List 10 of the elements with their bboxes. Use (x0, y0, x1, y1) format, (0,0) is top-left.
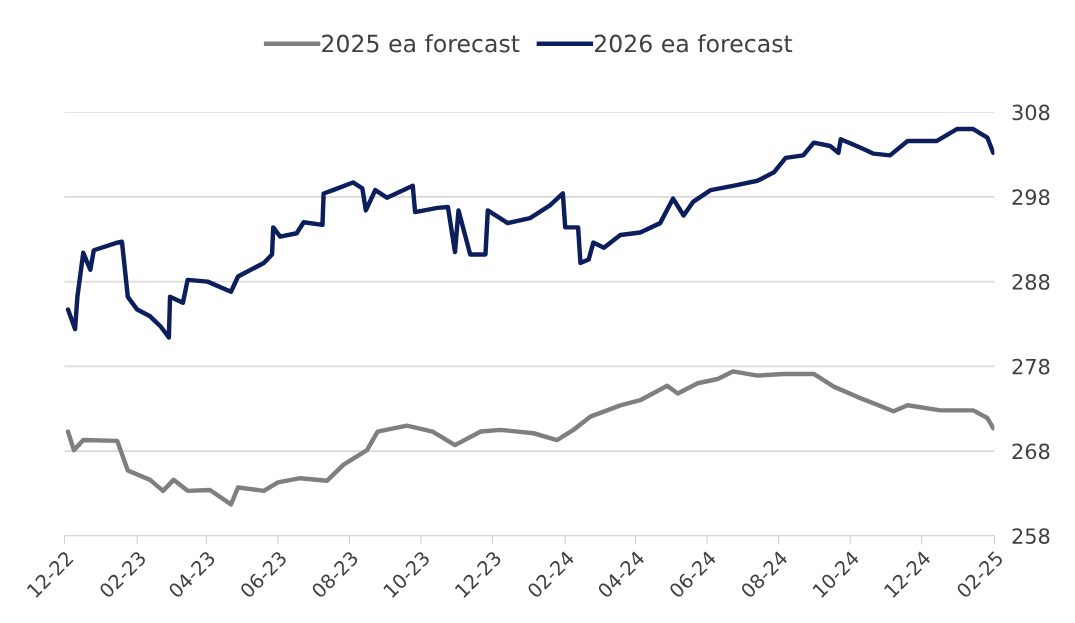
line-series (65, 126, 995, 340)
y-tick-label: 268 (1012, 443, 1050, 460)
y-tick-label: 308 (1012, 104, 1050, 121)
y-tick-label: 278 (1012, 358, 1050, 375)
legend-label: 2026 ea forecast (594, 34, 793, 53)
y-tick-label: 258 (1012, 528, 1050, 544)
y-tick-label: 288 (1012, 274, 1050, 290)
legend-label: 2025 ea forecast (322, 34, 520, 53)
line-series (65, 369, 995, 507)
y-tick-label: 298 (1012, 189, 1050, 206)
